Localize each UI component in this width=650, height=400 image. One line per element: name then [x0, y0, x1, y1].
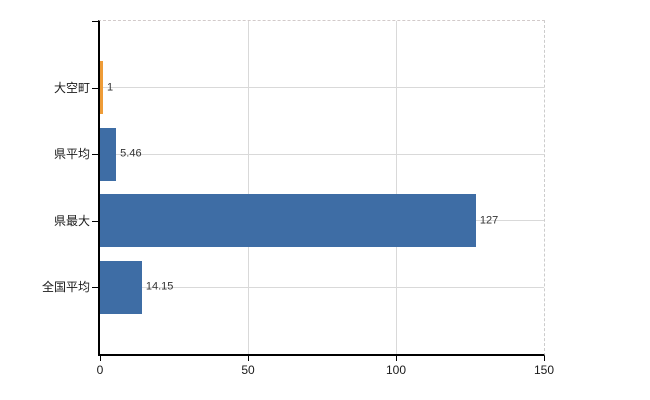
value-label: 127	[479, 214, 499, 227]
y-axis-tick	[92, 287, 98, 289]
x-axis-tick	[396, 356, 397, 361]
plot-area: 1 5.46 127 14.15	[98, 20, 545, 356]
y-axis-tick	[92, 87, 98, 89]
category-label: 県平均	[53, 147, 90, 162]
category-label: 県最大	[53, 213, 90, 228]
bar	[100, 127, 117, 181]
x-axis-tick	[248, 356, 249, 361]
category-gridline	[100, 87, 544, 89]
category-gridline	[100, 153, 544, 155]
bar	[100, 61, 103, 115]
y-axis-top-tick	[92, 21, 98, 22]
x-axis-tick-label: 0	[96, 363, 104, 377]
y-axis-tick	[92, 154, 98, 156]
category-gridline	[100, 286, 544, 288]
x-axis-tick	[100, 356, 101, 361]
x-axis-tick-label: 150	[533, 363, 555, 377]
x-axis-tick	[544, 356, 545, 361]
value-label: 5.46	[120, 147, 142, 160]
x-axis-tick-label: 50	[241, 363, 255, 377]
value-label: 1	[106, 81, 114, 94]
category-label: 全国平均	[41, 280, 90, 295]
category-label: 大空町	[53, 80, 90, 95]
bar	[100, 194, 476, 248]
x-axis-tick-label: 100	[385, 363, 407, 377]
x-gridline	[247, 21, 249, 354]
x-gridline	[395, 21, 397, 354]
y-axis-tick	[92, 220, 98, 222]
value-label: 14.15	[145, 280, 174, 293]
bar	[100, 260, 142, 314]
